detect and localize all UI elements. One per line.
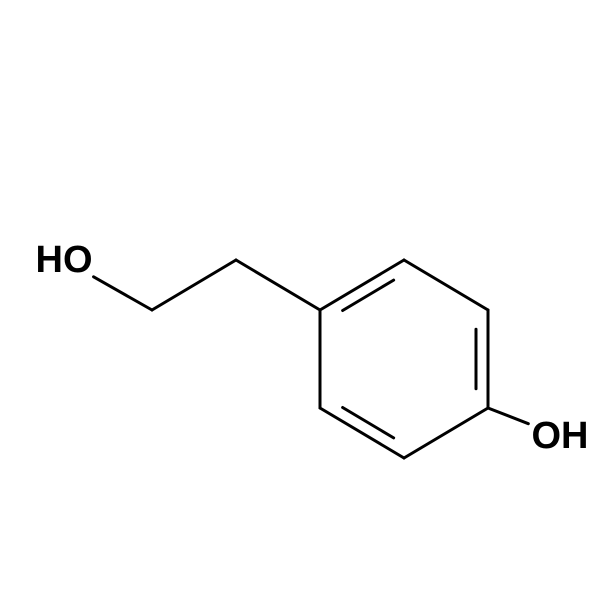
- o_right-label: OH: [532, 415, 589, 457]
- molecule-diagram: HO OH: [0, 0, 600, 600]
- o_left-label: HO: [36, 239, 93, 281]
